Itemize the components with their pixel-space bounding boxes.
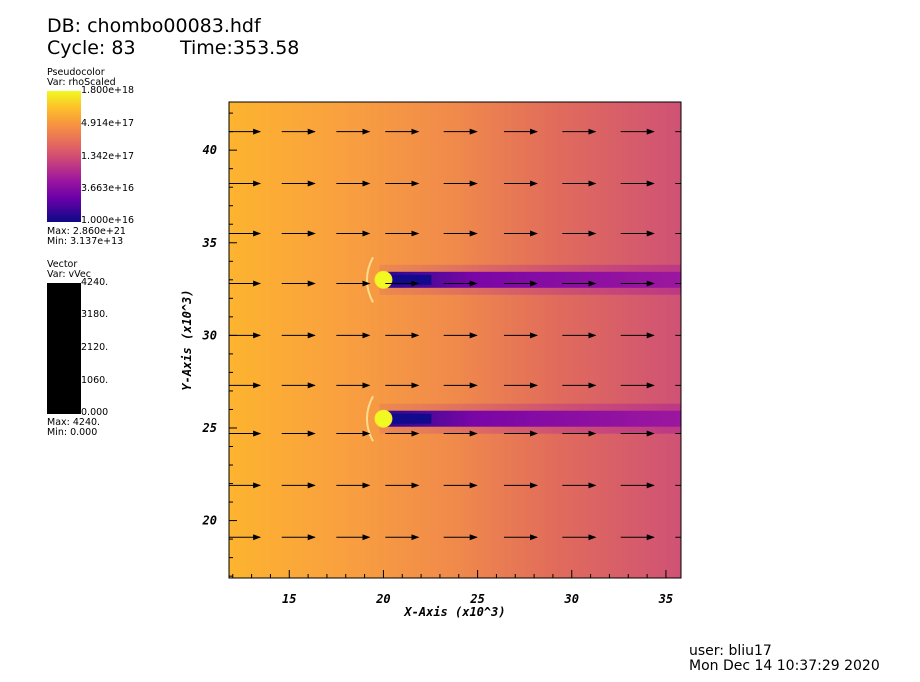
footer-timestamp: Mon Dec 14 10:37:29 2020 (689, 658, 880, 674)
time-label: Time:353.58 (180, 37, 300, 59)
wake-core-dark (385, 413, 432, 424)
vector-tick-label: 0.000 (81, 407, 109, 418)
pseudocolor-tick-label: 1.000e+16 (81, 215, 135, 226)
x-tick-label: 35 (658, 592, 673, 606)
vector-tick-label: 3180. (81, 309, 109, 320)
y-tick-label: 35 (202, 236, 217, 250)
pseudocolor-tick-label: 4.914e+17 (81, 118, 135, 129)
heatmap-field (229, 102, 681, 578)
wake-core-dark (385, 274, 432, 285)
pseudocolor-tick-label: 3.663e+16 (81, 183, 135, 194)
y-tick-label: 40 (203, 143, 217, 157)
plot-frame (228, 101, 682, 579)
vector-colorbar (47, 283, 81, 414)
pseudocolor-colorbar (47, 91, 81, 222)
x-tick-label: 30 (564, 592, 579, 606)
vector-legend-title: Vector (47, 259, 78, 270)
y-tick-label: 25 (202, 421, 217, 435)
x-tick-label: 15 (282, 592, 296, 606)
cycle-label: Cycle: 83 (47, 37, 136, 59)
y-axis-label: Y-Axis (x10^3) (180, 289, 194, 390)
bow-shock (365, 256, 374, 303)
x-tick-label: 20 (375, 592, 390, 606)
pseudocolor-min: Min: 3.137e+13 (47, 236, 124, 247)
vector-legend-var: Var: vVec (47, 269, 91, 280)
bow-shock (365, 395, 374, 442)
footer-user: user: bliu17 (689, 643, 772, 659)
object-1 (374, 270, 393, 289)
pseudocolor-tick-label: 1.800e+18 (81, 85, 135, 96)
y-tick-label: 30 (202, 328, 217, 342)
vector-tick-label: 2120. (81, 342, 109, 353)
pseudocolor-legend-var: Var: rhoScaled (47, 77, 116, 88)
vector-max: Max: 4240. (47, 417, 101, 428)
x-axis-label: X-Axis (x10^3) (403, 605, 505, 619)
object-2 (374, 409, 393, 428)
vector-min: Min: 0.000 (47, 427, 98, 438)
pseudocolor-tick-label: 1.342e+17 (81, 151, 135, 162)
vector-tick-label: 1060. (81, 375, 109, 386)
vector-tick-label: 4240. (81, 277, 109, 288)
db-title: DB: chombo00083.hdf (47, 15, 261, 37)
x-tick-label: 25 (469, 592, 484, 606)
pseudocolor-legend-title: Pseudocolor (47, 67, 105, 78)
y-tick-label: 20 (202, 514, 217, 528)
pseudocolor-max: Max: 2.860e+21 (47, 226, 126, 237)
wake-core (385, 410, 681, 427)
